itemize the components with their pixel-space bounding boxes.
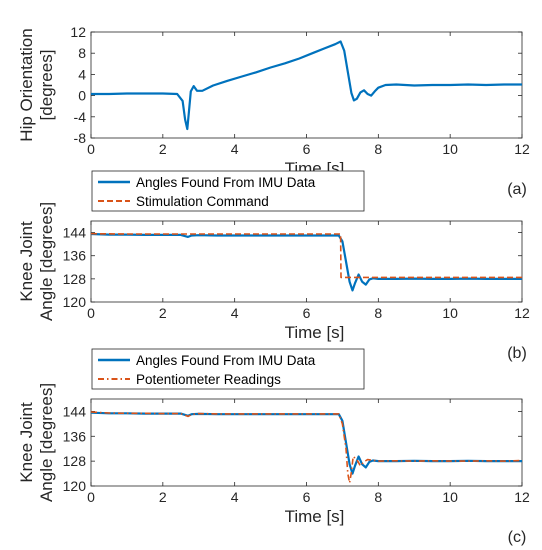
x-tick-label: 4 [231,141,239,157]
x-tick-label: 10 [442,489,458,505]
y-tick-label: 4 [78,66,86,82]
y-tick-label: 128 [63,453,87,469]
x-tick-label: 12 [514,489,530,505]
x-tick-label: 4 [231,489,239,505]
y-tick-label: 0 [78,88,86,104]
x-tick-label: 0 [87,489,95,505]
plot-area-box [90,220,523,303]
legend-box [91,170,365,212]
y-tick-label: 136 [63,428,87,444]
x-tick-label: 8 [374,305,382,321]
y-tick-label: 120 [63,294,87,310]
x-axis-label: Time [s] [285,323,345,342]
y-axis-label: Knee JointAngle [degrees] [17,383,56,502]
x-tick-label: 8 [374,489,382,505]
legend: Angles Found From IMU Data Potentiometer … [91,348,365,390]
x-tick-label: 6 [303,305,311,321]
legend-entry-label: Potentiometer Readings [136,372,281,387]
legend: Angles Found From IMU Data Stimulation Co… [91,170,365,212]
x-tick-label: 0 [87,305,95,321]
legend-box [91,348,365,390]
x-tick-label: 2 [159,489,167,505]
x-tick-label: 0 [87,141,95,157]
y-tick-label: 144 [63,403,87,419]
panel-label: (a) [507,181,527,198]
panel-label: (b) [507,345,527,362]
y-tick-label: 144 [63,225,87,241]
x-tick-label: 2 [159,141,167,157]
series-line-1 [90,232,522,292]
legend-entry-label: Angles Found From IMU Data [136,353,316,368]
y-tick-label: 8 [78,45,86,61]
x-tick-label: 10 [442,305,458,321]
series-line-2 [90,232,522,279]
y-axis-label-line: Hip Orientation [17,28,36,141]
x-tick-label: 10 [442,141,458,157]
legend-entry-label: Angles Found From IMU Data [136,175,316,190]
y-tick-label: 136 [63,248,87,264]
y-tick-label: -4 [74,109,87,125]
x-tick-label: 2 [159,305,167,321]
panel-label: (c) [508,529,527,546]
y-tick-label: -8 [74,130,87,146]
x-tick-label: 12 [514,141,530,157]
y-axis-label-line: Angle [degrees] [37,383,56,502]
y-axis-label-line: Angle [degrees] [37,202,56,321]
y-axis-label-line: Knee Joint [17,221,36,302]
x-tick-label: 12 [514,305,530,321]
x-tick-label: 6 [303,141,311,157]
series-line-2 [90,411,523,484]
plot-area-box [90,398,523,487]
y-tick-label: 128 [63,271,87,287]
x-tick-label: 6 [303,489,311,505]
y-axis-label-line: [degrees] [37,50,56,121]
x-tick-label: 4 [231,305,239,321]
x-tick-label: 8 [374,141,382,157]
y-axis-label: Hip Orientation[degrees] [17,28,56,141]
y-tick-label: 12 [70,24,86,40]
series-line-1 [91,40,522,131]
x-axis-label: Time [s] [285,507,345,526]
legend-entry-label: Stimulation Command [136,194,269,209]
y-axis-label-line: Knee Joint [17,402,36,483]
y-axis-label: Knee JointAngle [degrees] [17,202,56,321]
y-tick-label: 120 [63,478,87,494]
